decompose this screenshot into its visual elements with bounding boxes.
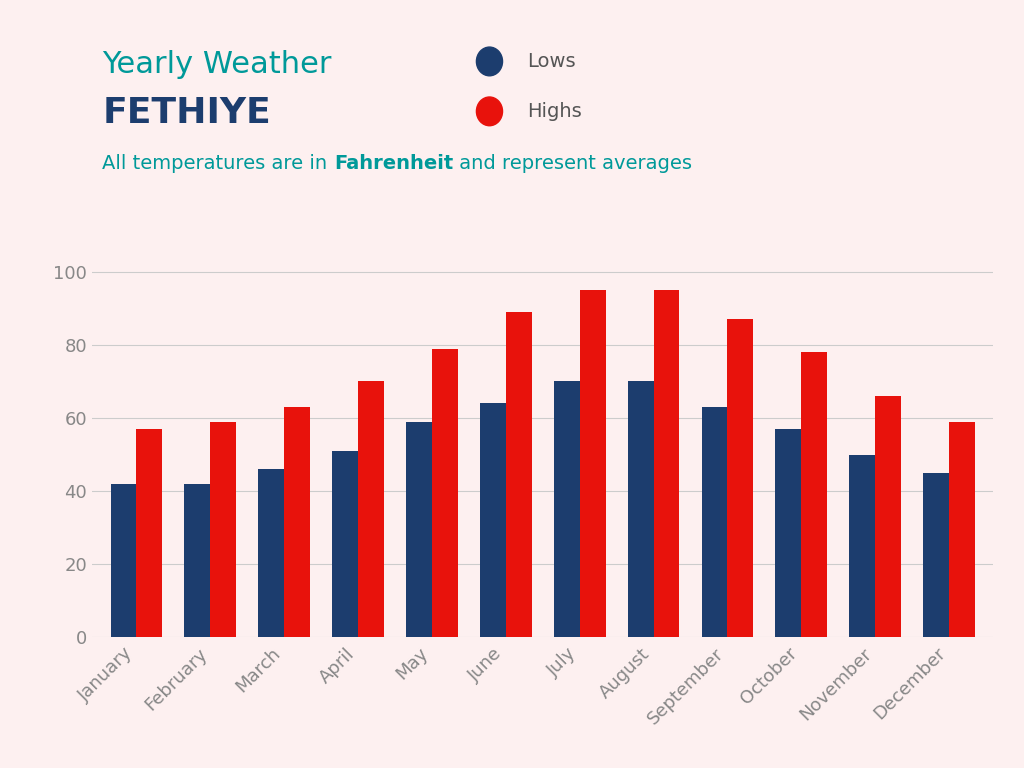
Bar	[580, 290, 605, 637]
Bar	[210, 422, 237, 637]
Bar	[506, 312, 531, 637]
Bar	[407, 422, 432, 637]
Bar	[701, 407, 727, 637]
Text: Lows: Lows	[527, 52, 575, 71]
Bar	[480, 403, 506, 637]
Bar	[775, 429, 801, 637]
Bar	[849, 455, 876, 637]
Ellipse shape	[476, 97, 503, 126]
Bar	[876, 396, 901, 637]
Bar	[136, 429, 163, 637]
Bar	[628, 382, 653, 637]
Bar	[801, 353, 827, 637]
Bar	[258, 469, 285, 637]
Text: Fahrenheit: Fahrenheit	[334, 154, 453, 173]
Bar	[949, 422, 975, 637]
Bar	[285, 407, 310, 637]
Text: FETHIYE: FETHIYE	[102, 96, 271, 130]
Bar	[358, 382, 384, 637]
Text: All temperatures are in: All temperatures are in	[102, 154, 334, 173]
Bar	[111, 484, 136, 637]
Bar	[332, 451, 358, 637]
Bar	[653, 290, 679, 637]
Ellipse shape	[476, 47, 503, 76]
Text: Highs: Highs	[527, 102, 582, 121]
Bar	[432, 349, 458, 637]
Bar	[184, 484, 210, 637]
Bar	[554, 382, 580, 637]
Bar	[923, 473, 949, 637]
Bar	[727, 319, 754, 637]
Text: Yearly Weather: Yearly Weather	[102, 50, 332, 79]
Text: and represent averages: and represent averages	[453, 154, 692, 173]
